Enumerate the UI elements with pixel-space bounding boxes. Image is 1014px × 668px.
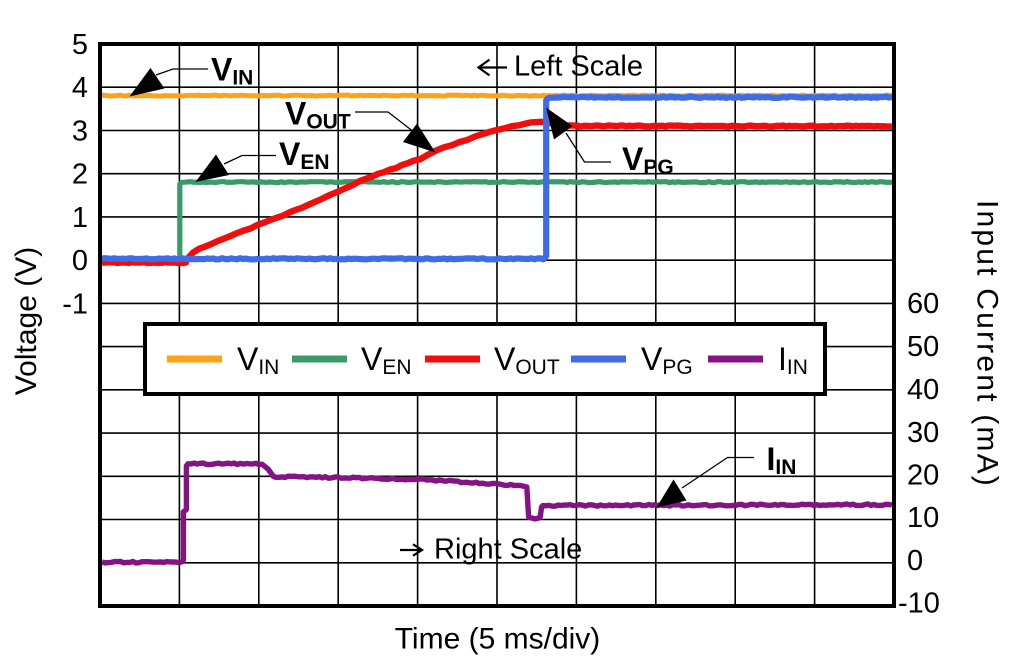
svg-text:40: 40 xyxy=(907,374,939,406)
svg-text:0: 0 xyxy=(907,545,923,577)
svg-text:0: 0 xyxy=(72,245,88,277)
svg-text:Voltage (V): Voltage (V) xyxy=(10,247,43,395)
svg-text:4: 4 xyxy=(72,72,88,104)
svg-text:Left Scale: Left Scale xyxy=(514,51,643,83)
svg-text:3: 3 xyxy=(72,115,88,147)
svg-text:50: 50 xyxy=(907,331,939,363)
svg-text:10: 10 xyxy=(907,502,939,534)
svg-text:Time (5 ms/div): Time (5 ms/div) xyxy=(395,623,601,656)
svg-text:30: 30 xyxy=(907,417,939,449)
svg-text:5: 5 xyxy=(72,29,88,61)
svg-text:Input Current (mA): Input Current (mA) xyxy=(971,200,1004,488)
svg-text:-1: -1 xyxy=(62,288,88,320)
svg-text:2: 2 xyxy=(72,159,88,191)
svg-text:20: 20 xyxy=(907,460,939,492)
svg-text:VIN: VIN xyxy=(211,52,253,90)
svg-text:60: 60 xyxy=(907,288,939,320)
svg-text:Right Scale: Right Scale xyxy=(434,534,582,566)
svg-text:1: 1 xyxy=(72,202,88,234)
svg-text:VIN: VIN xyxy=(237,341,279,379)
svg-text:-10: -10 xyxy=(898,588,940,620)
